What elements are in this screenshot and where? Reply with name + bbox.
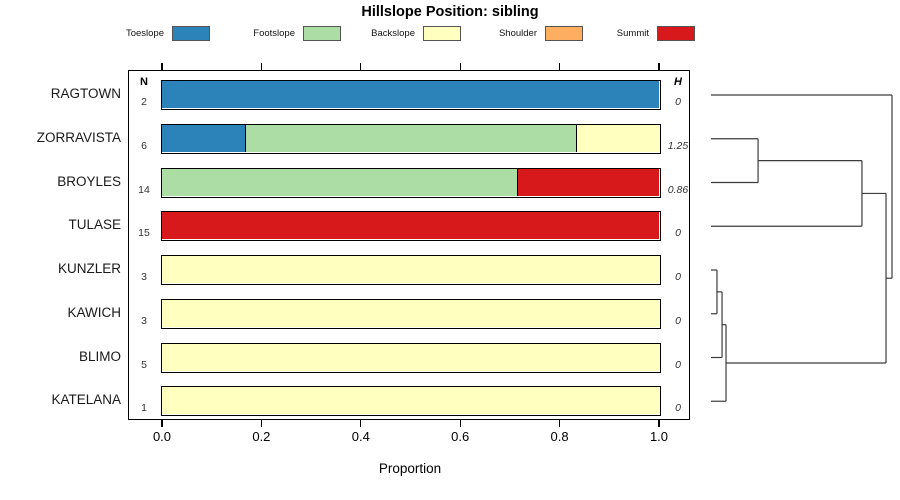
chart-title: Hillslope Position: sibling bbox=[361, 4, 539, 20]
legend-label-footslope: Footslope bbox=[253, 28, 295, 39]
x-axis-tick-top bbox=[658, 63, 660, 70]
legend-label-shoulder: Shoulder bbox=[498, 28, 537, 39]
legend-swatch-summit bbox=[657, 26, 695, 41]
row-label: KUNZLER bbox=[57, 261, 121, 276]
row-label: ZORRAVISTA bbox=[36, 129, 121, 145]
legend-swatch-footslope bbox=[303, 26, 341, 41]
x-axis-tick-label: 0.8 bbox=[550, 429, 569, 444]
x-axis-tick-top bbox=[360, 63, 362, 70]
bar-segment-backslope bbox=[161, 256, 659, 283]
bar bbox=[160, 80, 661, 110]
bar bbox=[160, 342, 661, 373]
x-axis-tick-top bbox=[459, 63, 461, 70]
x-axis-tick-bottom bbox=[459, 420, 461, 427]
n-value: 1 bbox=[141, 402, 147, 415]
bar-segments bbox=[161, 256, 659, 283]
bar-segment-backslope bbox=[161, 387, 659, 415]
bar-segment-footslope bbox=[244, 124, 576, 152]
bar-segment-toeslope bbox=[161, 81, 659, 108]
bar bbox=[160, 386, 661, 417]
x-axis-tick-top bbox=[558, 63, 561, 70]
h-value: 0 bbox=[675, 271, 681, 283]
legend-swatch-shoulder bbox=[545, 26, 583, 41]
x-axis-title: Proportion bbox=[378, 461, 442, 476]
n-value: 15 bbox=[138, 227, 150, 240]
h-value: 0 bbox=[675, 358, 681, 371]
bar bbox=[160, 298, 661, 329]
legend-swatch-backslope bbox=[423, 26, 461, 41]
x-axis-tick-label: 1.0 bbox=[649, 429, 669, 444]
row-label: KAWICH bbox=[67, 304, 122, 320]
legend-label-summit: Summit bbox=[616, 28, 649, 39]
x-axis-tick-bottom bbox=[558, 420, 561, 427]
x-axis-tick-label: 0.6 bbox=[451, 429, 470, 444]
bar-segment-footslope bbox=[161, 168, 517, 196]
x-axis-tick-top bbox=[260, 63, 263, 70]
bar-segment-backslope bbox=[161, 299, 659, 327]
bar-segments bbox=[161, 387, 659, 415]
bar-segment-toeslope bbox=[161, 124, 245, 152]
x-axis-tick-label: 0.2 bbox=[252, 429, 271, 444]
h-value: 0 bbox=[675, 227, 681, 240]
n-value: 5 bbox=[141, 358, 147, 371]
x-axis-tick-bottom bbox=[360, 420, 362, 427]
bar-segments bbox=[161, 168, 659, 196]
bar-segments bbox=[161, 299, 659, 327]
bar-segment-summit bbox=[516, 168, 659, 196]
x-axis-tick-label: 0.0 bbox=[152, 429, 172, 444]
h-value: 0.86 bbox=[667, 183, 689, 196]
h-value: 0 bbox=[675, 314, 681, 327]
h-column-header: H bbox=[674, 76, 682, 88]
n-value: 2 bbox=[141, 96, 147, 108]
n-value: 3 bbox=[141, 314, 147, 327]
bar-segment-backslope bbox=[575, 124, 659, 152]
n-value: 14 bbox=[138, 183, 150, 196]
bar-segment-backslope bbox=[161, 343, 659, 371]
row-label: TULASE bbox=[68, 217, 121, 233]
h-value: 0 bbox=[675, 402, 681, 415]
bar-segments bbox=[161, 124, 659, 152]
row-label: KATELANA bbox=[51, 392, 121, 408]
bar-segments bbox=[161, 212, 659, 240]
legend-label-backslope: Backslope bbox=[371, 28, 415, 39]
h-value: 0 bbox=[675, 96, 681, 108]
row-label: BROYLES bbox=[57, 173, 121, 189]
bar bbox=[160, 123, 661, 154]
bar-segments bbox=[161, 343, 659, 371]
bar-segment-summit bbox=[161, 212, 659, 240]
x-axis-tick-bottom bbox=[658, 420, 660, 427]
row-label: BLIMO bbox=[78, 348, 121, 364]
n-column-header: N bbox=[140, 76, 148, 88]
x-axis-tick-top bbox=[161, 63, 163, 70]
bar-segments bbox=[161, 81, 659, 108]
h-value: 1.25 bbox=[667, 139, 689, 152]
x-axis-tick-bottom bbox=[161, 420, 163, 427]
n-value: 3 bbox=[141, 271, 147, 283]
x-axis-tick-bottom bbox=[260, 420, 263, 427]
bar bbox=[160, 255, 661, 285]
bar bbox=[160, 167, 661, 198]
legend-label-toeslope: Toeslope bbox=[125, 28, 164, 39]
n-value: 6 bbox=[141, 139, 147, 152]
bar bbox=[160, 211, 661, 242]
x-axis-tick-label: 0.4 bbox=[351, 429, 370, 444]
legend-swatch-toeslope bbox=[172, 26, 210, 41]
plot-box bbox=[128, 70, 690, 420]
row-label: RAGTOWN bbox=[50, 86, 121, 101]
